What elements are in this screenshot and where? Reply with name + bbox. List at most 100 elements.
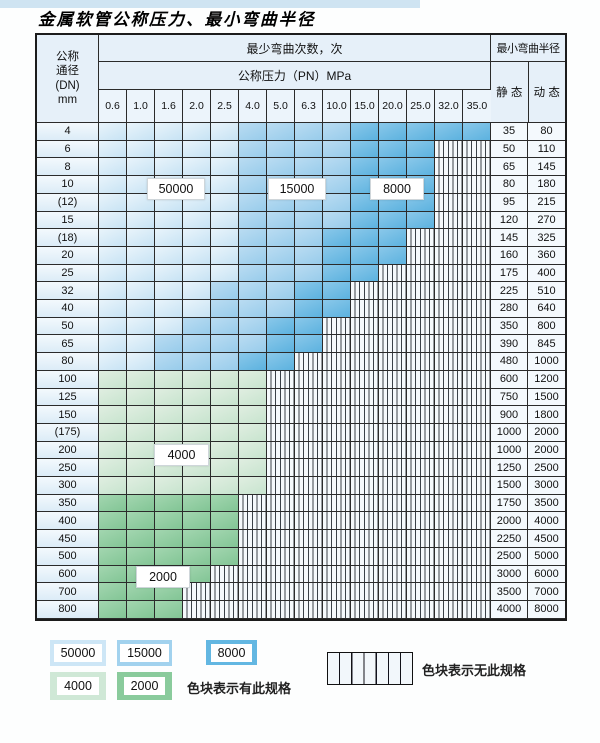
dn-cell: 450 — [37, 530, 99, 548]
spec-cell-15000 — [267, 300, 295, 318]
no-spec-cell — [463, 530, 491, 548]
table-row: 150 900 1800 — [37, 406, 565, 424]
spec-cell-8000 — [435, 123, 463, 141]
static-radius-cell: 145 — [491, 229, 528, 247]
pressure-columns-row: 0.6 1.0 1.6 2.0 2.5 4.0 5.0 6.3 10.0 15.0 20.0 25.0… — [99, 90, 491, 123]
spec-cell-15000 — [295, 264, 323, 283]
spec-cell-4000 — [99, 370, 127, 389]
static-radius-cell: 1000 — [491, 423, 528, 442]
spec-cell-15000 — [155, 353, 183, 371]
spec-cell-15000 — [239, 140, 267, 159]
spec-cell-50000 — [99, 140, 127, 159]
corner-line-2: 通径 — [56, 65, 79, 78]
spec-cell-15000 — [267, 140, 295, 159]
spec-cell-2000 — [99, 547, 127, 566]
no-spec-cell — [407, 335, 435, 354]
spec-cell-2000 — [155, 530, 183, 548]
table-header: 公称 通径 (DN) mm 最少弯曲次数，次 公称压力（PN）MPa 0.6 1.… — [37, 35, 565, 123]
spec-cell-15000 — [211, 317, 239, 336]
spec-cell-50000 — [155, 123, 183, 141]
table-row: 800 4000 8000 — [37, 600, 565, 619]
bend-cycles-header: 最少弯曲次数，次 — [99, 35, 491, 62]
spec-cell-2000 — [99, 530, 127, 548]
spec-cell-8000 — [463, 123, 491, 141]
legend-note-absent: 色块表示无此规格 — [422, 663, 527, 678]
spec-cell-15000 — [239, 176, 267, 194]
no-spec-cell — [351, 459, 379, 478]
no-spec-cell — [323, 459, 351, 478]
spec-cell-4000 — [99, 423, 127, 442]
no-spec-cell — [323, 477, 351, 495]
spec-cell-8000 — [379, 229, 407, 247]
no-spec-cell — [463, 477, 491, 495]
dynamic-radius-cell: 1000 — [528, 353, 565, 371]
no-spec-cell — [407, 300, 435, 318]
static-radius-cell: 750 — [491, 388, 528, 407]
no-spec-cell — [463, 353, 491, 371]
spec-cell-15000 — [323, 123, 351, 141]
spec-cell-4000 — [211, 477, 239, 495]
no-spec-cell — [267, 459, 295, 478]
spec-cell-2000 — [127, 512, 155, 531]
no-spec-cell — [463, 158, 491, 177]
static-radius-cell: 3000 — [491, 565, 528, 584]
spec-cell-8000 — [323, 282, 351, 301]
no-spec-cell — [323, 423, 351, 442]
spec-cell-2000 — [127, 494, 155, 513]
dynamic-radius-cell: 2000 — [528, 441, 565, 460]
table-row: (12) 95 215 — [37, 193, 565, 212]
no-spec-cell — [463, 494, 491, 513]
dynamic-header: 动 态 — [528, 62, 565, 123]
spec-cell-4000 — [239, 370, 267, 389]
no-spec-cell — [379, 370, 407, 389]
static-radius-cell: 2000 — [491, 512, 528, 531]
legend-swatch-label: 15000 — [120, 644, 169, 662]
spec-cell-15000 — [239, 123, 267, 141]
cycle-count-label: 2000 — [136, 566, 190, 588]
spec-cell-8000 — [323, 229, 351, 247]
static-radius-cell: 350 — [491, 317, 528, 336]
table-row: 20 160 360 — [37, 246, 565, 265]
spec-cell-15000 — [295, 229, 323, 247]
spec-cell-50000 — [155, 158, 183, 177]
no-spec-cell — [463, 300, 491, 318]
no-spec-cell — [435, 565, 463, 584]
table-row: 80 480 1000 — [37, 353, 565, 371]
static-radius-cell: 160 — [491, 246, 528, 265]
no-spec-cell — [323, 583, 351, 601]
spec-cell-50000 — [99, 335, 127, 354]
pressure-col-header: 35.0 — [463, 90, 491, 123]
no-spec-cell — [379, 441, 407, 460]
static-radius-cell: 1250 — [491, 459, 528, 478]
spec-cell-8000 — [267, 335, 295, 354]
dynamic-radius-cell: 3500 — [528, 494, 565, 513]
spec-cell-4000 — [211, 406, 239, 424]
spec-cell-15000 — [211, 335, 239, 354]
no-spec-cell — [267, 477, 295, 495]
pressure-col-header: 6.3 — [295, 90, 323, 123]
no-spec-cell — [379, 583, 407, 601]
no-spec-cell — [351, 370, 379, 389]
table-row: 125 750 1500 — [37, 388, 565, 407]
spec-cell-50000 — [127, 317, 155, 336]
dynamic-radius-cell: 145 — [528, 158, 565, 177]
no-spec-cell — [407, 388, 435, 407]
spec-cell-15000 — [239, 335, 267, 354]
table-row: 4 35 80 — [37, 123, 565, 141]
no-spec-cell — [435, 317, 463, 336]
spec-cell-2000 — [99, 565, 127, 584]
spec-cell-50000 — [127, 140, 155, 159]
spec-cell-50000 — [211, 229, 239, 247]
no-spec-cell — [351, 547, 379, 566]
spec-cell-15000 — [323, 211, 351, 230]
spec-cell-4000 — [99, 477, 127, 495]
spec-cell-50000 — [99, 317, 127, 336]
no-spec-cell — [295, 388, 323, 407]
legend-note-present: 色块表示有此规格 — [187, 681, 292, 696]
table-row: 250 1250 2500 — [37, 459, 565, 478]
no-spec-cell — [463, 583, 491, 601]
no-spec-cell — [351, 300, 379, 318]
no-spec-cell — [323, 353, 351, 371]
no-spec-cell — [295, 565, 323, 584]
spec-cell-4000 — [183, 423, 211, 442]
